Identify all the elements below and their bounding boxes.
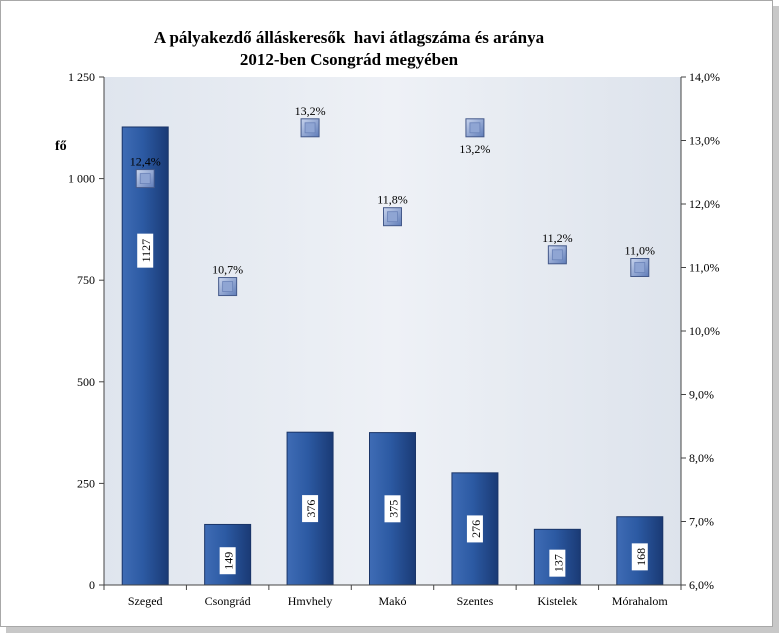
x-tick-label: Csongrád bbox=[205, 594, 251, 608]
bar-value-label-box bbox=[466, 515, 483, 543]
bar-value-text: 375 bbox=[387, 500, 401, 518]
x-tick-label: Mórahalom bbox=[612, 594, 669, 608]
left-tick-label: 1 250 bbox=[68, 70, 95, 84]
bar-value-label-mórahalom: 168 bbox=[631, 543, 648, 571]
percent-label-szeged: 12,4% bbox=[130, 155, 161, 169]
bar-value-label-box bbox=[219, 547, 236, 575]
percent-label-mórahalom: 11,0% bbox=[625, 244, 656, 258]
percent-label-hmvhely: 13,2% bbox=[295, 104, 326, 118]
right-tick-label: 10,0% bbox=[689, 324, 720, 338]
bar-value-label-szentes: 276 bbox=[466, 515, 483, 543]
y-axis-label: fő bbox=[55, 139, 67, 154]
left-tick-label: 250 bbox=[77, 476, 95, 490]
bar-value-label-box bbox=[631, 543, 648, 571]
percent-marker-inner bbox=[222, 281, 234, 292]
x-tick-label: Szeged bbox=[128, 594, 163, 608]
x-tick-label: Szentes bbox=[457, 594, 494, 608]
chart-title-line2: 2012-ben Csongrád megyében bbox=[240, 50, 459, 69]
left-tick-label: 500 bbox=[77, 375, 95, 389]
x-tick-label: Hmvhely bbox=[288, 594, 333, 608]
bar-value-label-szeged: 1127 bbox=[137, 233, 154, 268]
percent-marker-inner bbox=[634, 262, 646, 273]
right-tick-label: 12,0% bbox=[689, 197, 720, 211]
bar-value-label-box bbox=[549, 549, 566, 577]
bar-value-label-box bbox=[384, 495, 401, 523]
left-tick-label: 750 bbox=[77, 273, 95, 287]
percent-marker-inner bbox=[469, 122, 481, 134]
percent-label-csongrád: 10,7% bbox=[212, 263, 243, 277]
percent-marker-inner bbox=[387, 211, 398, 223]
right-tick-label: 8,0% bbox=[689, 451, 714, 465]
bar-value-text: 149 bbox=[222, 552, 236, 570]
bar-value-text: 137 bbox=[551, 554, 565, 572]
percent-marker-inner bbox=[551, 249, 563, 261]
bar-szeged bbox=[121, 126, 169, 586]
right-tick-label: 6,0% bbox=[689, 578, 714, 592]
bar-value-label-csongrád: 149 bbox=[219, 547, 236, 575]
right-tick-label: 14,0% bbox=[689, 70, 720, 84]
left-tick-label: 0 bbox=[89, 578, 95, 592]
right-tick-label: 13,0% bbox=[689, 134, 720, 148]
bar-value-text: 1127 bbox=[139, 239, 153, 263]
right-tick-label: 7,0% bbox=[689, 515, 714, 529]
x-tick-label: Makó bbox=[379, 594, 407, 608]
bar-value-text: 376 bbox=[304, 500, 318, 518]
percent-marker-inner bbox=[139, 173, 151, 185]
right-tick-label: 9,0% bbox=[689, 388, 714, 402]
bar-value-label-box bbox=[302, 495, 319, 523]
bar-value-label-box bbox=[137, 233, 154, 268]
left-tick-label: 1 000 bbox=[68, 172, 95, 186]
percent-label-kistelek: 11,2% bbox=[542, 231, 573, 245]
x-tick-label: Kistelek bbox=[537, 594, 577, 608]
percent-label-szentes: 13,2% bbox=[459, 142, 490, 156]
chart-title-line1: A pályakezdő álláskeresők havi átlagszám… bbox=[154, 28, 545, 47]
bar-value-text: 276 bbox=[469, 520, 483, 538]
right-tick-label: 11,0% bbox=[689, 261, 720, 275]
percent-label-makó: 11,8% bbox=[377, 193, 408, 207]
bar-value-label-makó: 375 bbox=[384, 495, 401, 523]
percent-marker-inner bbox=[304, 122, 316, 134]
bar-value-text: 168 bbox=[634, 548, 648, 566]
bar-value-label-kistelek: 137 bbox=[549, 549, 566, 577]
bar-value-label-hmvhely: 376 bbox=[302, 495, 319, 523]
